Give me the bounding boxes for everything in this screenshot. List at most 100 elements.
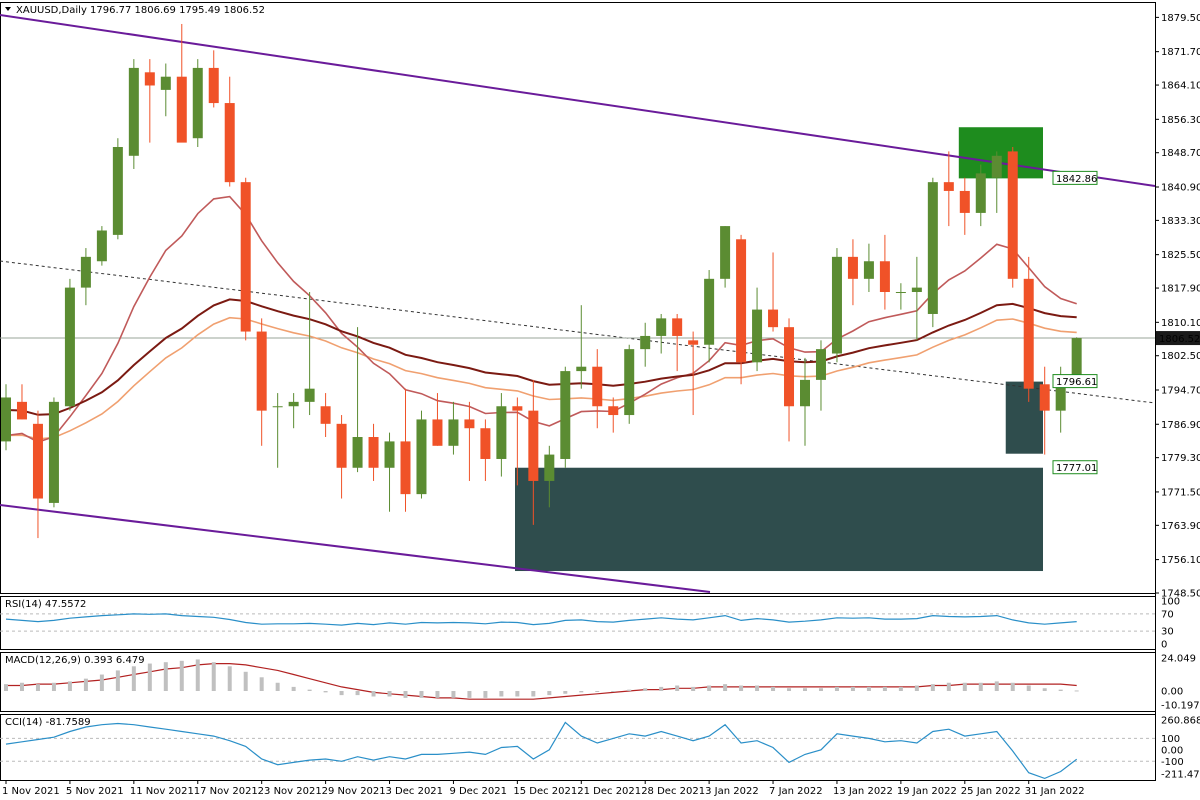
candle-body: [576, 366, 587, 372]
candle-body: [368, 437, 379, 468]
candle-body: [1, 397, 11, 442]
candle-body: [592, 366, 603, 407]
macd-bar: [643, 688, 648, 692]
current-price-label: 1806.52: [1159, 334, 1200, 345]
candle: [528, 379, 539, 525]
candle: [815, 340, 826, 411]
macd-bar: [547, 691, 552, 696]
candle-body: [1007, 151, 1018, 279]
current-price-box: [1156, 331, 1200, 346]
price-tick-label: 1864.10: [1161, 81, 1200, 92]
macd-tick-label: 24.049: [1161, 654, 1196, 665]
candle: [1023, 256, 1034, 402]
macd-bar: [1010, 682, 1015, 692]
macd-bar: [866, 686, 871, 692]
ma-medium-line: [5, 298, 1077, 416]
candle-body: [911, 287, 922, 293]
macd-bar: [403, 691, 408, 698]
macd-bar: [930, 684, 935, 692]
cci-line: [5, 721, 1078, 780]
candle: [608, 397, 619, 433]
candle-body: [784, 327, 795, 407]
level-label-box: [1052, 460, 1098, 475]
candle-body: [272, 406, 283, 408]
candle-body: [160, 76, 171, 90]
candle-body: [224, 103, 235, 183]
candle: [320, 393, 331, 438]
candle: [927, 177, 938, 328]
date-tick-label: 1 Nov 2021: [2, 786, 60, 797]
candle: [895, 283, 906, 310]
candle: [544, 445, 555, 508]
candle: [64, 278, 75, 411]
macd-bar: [259, 677, 264, 692]
symbol-label: XAUUSD,Daily: [16, 5, 87, 16]
candle: [336, 415, 347, 499]
candle: [192, 59, 203, 148]
candle: [240, 177, 251, 341]
rsi-title: RSI(14) 47.5572: [5, 599, 86, 610]
macd-bar: [371, 691, 376, 697]
date-tick-label: 3 Dec 2021: [386, 786, 444, 797]
candle-body: [144, 72, 155, 86]
macd-bar: [659, 686, 664, 692]
candle: [879, 234, 890, 310]
candle: [672, 313, 683, 372]
candle: [176, 23, 187, 143]
macd-bar: [627, 689, 632, 692]
macd-bar: [131, 666, 136, 692]
candle-body: [1039, 384, 1050, 411]
candle-body: [1071, 338, 1082, 381]
date-tick-label: 17 Nov 2021: [194, 786, 258, 797]
candle: [112, 138, 123, 240]
candle-body: [815, 349, 826, 380]
macd-bar: [531, 691, 536, 697]
macd-signal-line: [6, 663, 1077, 700]
price-tick-label: 1763.90: [1161, 521, 1200, 532]
candle-body: [720, 226, 731, 279]
price-tick-label: 1779.30: [1161, 453, 1200, 464]
candle: [144, 59, 155, 143]
macd-bar: [994, 681, 999, 692]
price-tick-label: 1840.90: [1161, 182, 1200, 193]
macd-bar: [387, 691, 392, 697]
candle-body: [672, 318, 683, 336]
date-tick-label: 23 Nov 2021: [258, 786, 322, 797]
macd-bar: [99, 674, 104, 692]
date-tick-label: 13 Jan 2022: [833, 786, 893, 797]
candle-body: [895, 292, 906, 294]
candle-body: [496, 406, 507, 459]
candle: [991, 151, 1002, 213]
channel-lower-line: [0, 504, 711, 593]
macd-bar: [163, 662, 168, 692]
candle-body: [208, 67, 219, 104]
candle: [1039, 366, 1050, 455]
macd-bar: [19, 682, 24, 692]
candle: [304, 292, 315, 416]
candle: [448, 401, 459, 455]
candle: [1007, 147, 1018, 288]
candle: [96, 226, 107, 266]
macd-bar: [355, 691, 360, 696]
price-tick-label: 1802.50: [1161, 351, 1200, 362]
candle-body: [176, 76, 187, 143]
candle: [800, 357, 810, 446]
channel-upper-line: [0, 14, 1156, 187]
cci-tick-label: -211.4752: [1161, 770, 1200, 781]
candle: [160, 63, 171, 117]
candle-body: [879, 261, 890, 293]
date-tick-label: 31 Jan 2022: [1025, 786, 1085, 797]
macd-tick-label: -10.197: [1161, 701, 1200, 712]
macd-bar: [291, 686, 296, 692]
candle-body: [400, 441, 411, 495]
candle: [496, 393, 507, 477]
candle-body: [80, 256, 91, 288]
candle-body: [352, 437, 363, 468]
dropdown-triangle-icon[interactable]: [5, 7, 11, 11]
cci-tick-label: 0.00: [1161, 745, 1183, 756]
level-label-box: [1052, 170, 1098, 185]
candle-body: [863, 261, 874, 279]
candle: [128, 59, 139, 169]
macd-bar: [739, 685, 744, 692]
level-label: 1796.61: [1056, 377, 1097, 388]
